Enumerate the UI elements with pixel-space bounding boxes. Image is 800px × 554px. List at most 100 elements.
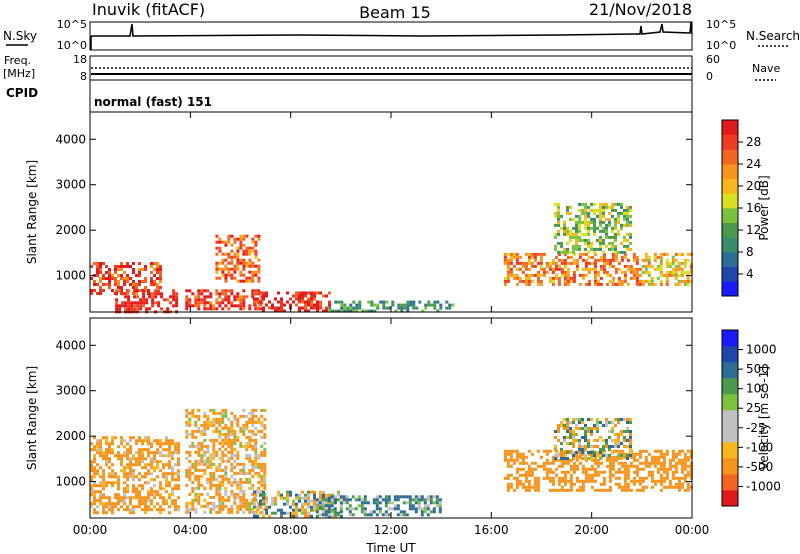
power-echo-cell-6	[524, 282, 528, 286]
velocity-echo-cell-0	[129, 439, 132, 443]
velocity-echo-cell-3	[369, 513, 373, 517]
power-echo-cell-5	[436, 309, 440, 313]
power-echo-cell-7	[599, 217, 602, 221]
velocity-echo-cell-0	[177, 505, 180, 509]
power-echo-cell-6	[512, 273, 516, 277]
velocity-echo-cell-1	[248, 471, 252, 475]
power-echo-cell-4	[313, 303, 316, 307]
power-echo-cell-6	[515, 267, 519, 271]
power-echo-cell-3	[257, 267, 261, 271]
velocity-echo-cell-1	[191, 498, 195, 502]
velocity-echo-cell-1	[194, 459, 198, 463]
velocity-echo-cell-4	[683, 479, 687, 483]
velocity-echo-cell-0	[174, 508, 177, 512]
velocity-echo-cell-4	[527, 473, 531, 477]
power-echo-cell-5	[328, 309, 332, 313]
velocity-echo-cell-3	[432, 507, 436, 511]
power-echo-cell-8	[674, 270, 678, 274]
velocity-echo-cell-4	[653, 449, 657, 453]
power-echo-cell-4	[322, 294, 325, 298]
power-echo-cell-5	[370, 303, 374, 307]
velocity-echo-cell-0	[93, 460, 96, 464]
velocity-echo-cell-0	[99, 475, 102, 479]
velocity-echo-cell-1	[251, 432, 255, 436]
power-echo-cell-8	[677, 282, 681, 286]
power-echo-cell-6	[539, 282, 543, 286]
velocity-echo-cell-1	[200, 441, 204, 445]
power-echo-cell-6	[515, 258, 519, 262]
velocity-echo-cell-3	[354, 498, 358, 502]
velocity-echo-cell-1	[242, 444, 246, 448]
power-echo-cell-2	[203, 304, 207, 308]
velocity-echo-cell-4	[653, 464, 657, 468]
power-echo-cell-1	[130, 307, 134, 311]
power-echo-cell-3	[215, 234, 219, 238]
velocity-xtick-label-6: 00:00	[675, 523, 710, 537]
velocity-echo-cell-1	[245, 441, 249, 445]
power-echo-cell-2	[236, 292, 240, 296]
velocity-echo-cell-1	[239, 468, 243, 472]
power-echo-cell-2	[197, 301, 201, 305]
velocity-echo-cell-0	[123, 454, 126, 458]
power-echo-cell-8	[659, 258, 663, 262]
velocity-echo-cell-0	[105, 502, 108, 506]
power-echo-cell-3	[236, 252, 240, 256]
velocity-echo-cell-4	[668, 479, 672, 483]
velocity-echo-cell-1	[212, 411, 216, 415]
velocity-colorbar-band-10	[722, 330, 738, 347]
velocity-echo-cell-0	[111, 508, 114, 512]
velocity-echo-cell-1	[197, 426, 201, 430]
velocity-echo-cell-1	[188, 459, 192, 463]
velocity-echo-cell-1	[263, 507, 267, 511]
velocity-echo-cell-4	[512, 461, 516, 465]
power-echo-cell-1	[124, 295, 128, 299]
velocity-echo-cell-1	[236, 417, 240, 421]
velocity-echo-cell-4	[614, 458, 618, 462]
velocity-echo-cell-5	[566, 436, 569, 439]
velocity-echo-cell-1	[254, 465, 258, 469]
velocity-echo-cell-5	[572, 418, 575, 421]
velocity-echo-cell-4	[599, 488, 603, 492]
velocity-echo-cell-0	[168, 448, 171, 452]
power-echo-cell-6	[536, 270, 540, 274]
velocity-echo-cell-3	[366, 501, 370, 505]
velocity-echo-cell-4	[683, 458, 687, 462]
velocity-echo-cell-2	[277, 490, 280, 494]
power-echo-cell-2	[257, 289, 261, 293]
velocity-echo-cell-4	[650, 455, 654, 459]
velocity-echo-cell-0	[150, 487, 153, 491]
power-echo-cell-3	[239, 243, 243, 247]
velocity-echo-cell-5	[593, 439, 596, 442]
velocity-echo-cell-5	[566, 430, 569, 433]
velocity-echo-cell-2	[307, 502, 310, 506]
velocity-echo-cell-5	[572, 436, 575, 439]
velocity-echo-cell-4	[644, 464, 648, 468]
velocity-echo-cell-4	[674, 452, 678, 456]
velocity-echo-cell-0	[150, 472, 153, 476]
power-echo-cell-0	[144, 268, 147, 271]
power-echo-cell-7	[614, 238, 617, 242]
power-echo-cell-4	[310, 303, 313, 307]
velocity-echo-cell-1	[230, 429, 234, 433]
velocity-echo-cell-4	[608, 473, 612, 477]
velocity-echo-cell-1	[212, 504, 216, 508]
power-echo-cell-6	[530, 264, 534, 268]
velocity-echo-cell-1	[233, 471, 237, 475]
velocity-colorbar-tick-label-7: 1000	[746, 343, 777, 357]
power-echo-cell-5	[430, 303, 434, 307]
power-echo-cell-5	[331, 309, 335, 313]
power-echo-cell-7	[587, 241, 590, 245]
velocity-echo-cell-0	[174, 487, 177, 491]
velocity-echo-cell-1	[209, 471, 213, 475]
velocity-echo-cell-1	[203, 426, 207, 430]
power-echo-cell-0	[102, 289, 105, 292]
power-echo-cell-7	[629, 232, 632, 236]
velocity-echo-cell-1	[221, 474, 225, 478]
velocity-echo-cell-4	[632, 455, 636, 459]
velocity-echo-cell-5	[560, 442, 563, 445]
velocity-echo-cell-4	[659, 449, 663, 453]
velocity-echo-cell-5	[614, 424, 617, 427]
power-echo-cell-1	[154, 295, 158, 299]
power-echo-cell-5	[352, 306, 356, 310]
power-echo-cell-8	[674, 273, 678, 277]
